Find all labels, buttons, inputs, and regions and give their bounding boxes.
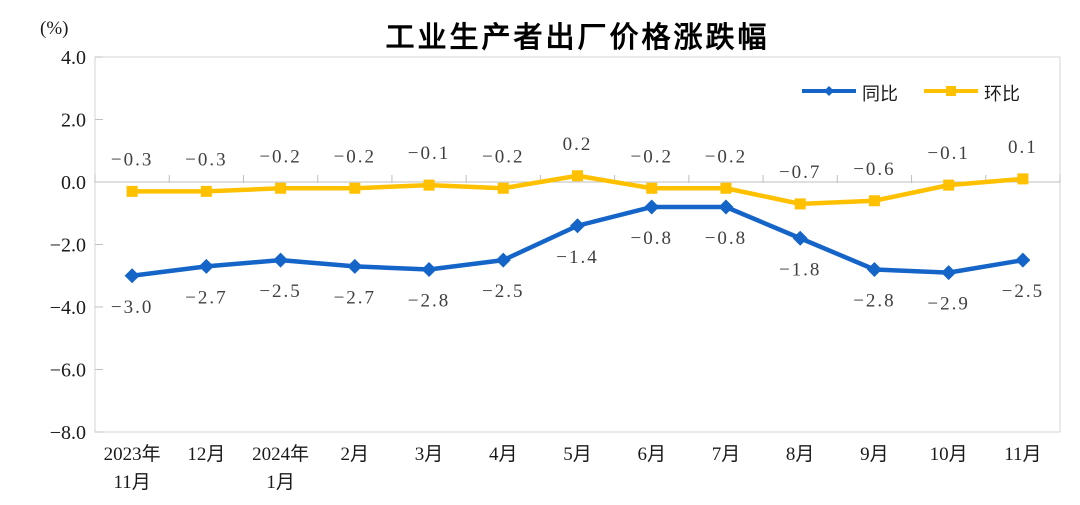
x-tick-label: 6月 [637, 444, 666, 465]
yoy-marker [421, 262, 437, 277]
mom-marker [943, 179, 955, 191]
yoy-swatch-marker [824, 85, 834, 96]
yoy-marker [718, 199, 734, 215]
yoy-marker [495, 252, 511, 268]
data-labels-mom: −0.3 −0.3 −0.2 −0.2 −0.1 −0.2 0.2 −0.2 −0.2 −0.7 −… [111, 134, 1038, 183]
y-tick-label: 0.0 [61, 172, 86, 194]
series-yoy [124, 199, 1031, 284]
x-tick-label: 2月 [341, 444, 370, 465]
mom-data-label: −0.2 [259, 146, 301, 167]
mom-swatch-graphic [924, 85, 978, 96]
mom-data-label: −0.6 [853, 159, 895, 180]
legend: 同比 环比 [802, 80, 1020, 106]
x-tick-label: 12月 [187, 444, 225, 465]
data-labels-yoy: −3.0 −2.7 −2.5 −2.7 −2.8 −2.5 −1.4 −0.8 −0.8 −1.8… [111, 228, 1044, 318]
yoy-data-label: −2.5 [1002, 281, 1044, 302]
mom-data-label: −0.2 [705, 146, 747, 167]
mom-marker [794, 198, 806, 210]
mom-data-label: 0.1 [1008, 137, 1038, 158]
mom-data-label: −0.1 [927, 143, 969, 164]
mom-marker [349, 182, 361, 194]
legend-item-mom: 环比 [924, 80, 1020, 106]
mom-marker [1017, 173, 1029, 185]
yoy-data-label: −2.8 [408, 291, 450, 312]
mom-data-label: −0.3 [185, 149, 227, 170]
yoy-marker [570, 218, 585, 234]
x-tick-label: 10月 [930, 444, 968, 465]
mom-marker [720, 182, 732, 194]
x-tick-label: 4月 [489, 444, 518, 465]
x-tick-label: 3月 [415, 444, 444, 465]
y-tick-label: −8.0 [50, 422, 86, 444]
x-axis: 2023年 11月 12月 2024年 1月 2月 3月 4月 5月 6月 7月 8月 9月 10月 11月 [94, 175, 1061, 493]
yoy-marker [347, 258, 363, 274]
legend-label-yoy: 同比 [862, 84, 898, 104]
y-tick-label: 4.0 [61, 47, 86, 69]
mom-data-label: −0.2 [334, 146, 376, 167]
yoy-marker [644, 199, 660, 215]
legend-item-yoy: 同比 [802, 80, 898, 106]
mom-marker [200, 185, 212, 197]
yoy-line-swatch [802, 83, 856, 104]
x-tick-label: 11月 [113, 472, 150, 493]
yoy-data-label: −0.8 [705, 228, 747, 249]
mom-line-swatch [924, 83, 978, 104]
yoy-marker [792, 230, 808, 246]
mom-marker [497, 182, 509, 194]
y-tick-label: −6.0 [50, 360, 86, 382]
mom-data-label: 0.2 [563, 134, 593, 155]
mom-marker [646, 182, 658, 194]
x-tick-label: 1月 [266, 472, 295, 493]
yoy-data-label: −2.7 [185, 287, 227, 308]
yoy-data-label: −3.0 [111, 297, 153, 318]
mom-marker [868, 195, 880, 207]
mom-marker [126, 185, 138, 197]
yoy-data-label: −1.8 [779, 259, 821, 280]
yoy-marker [273, 252, 289, 268]
x-tick-label: 7月 [712, 444, 741, 465]
x-tick-label: 2023年 [104, 443, 161, 465]
x-tick-label: 11月 [1004, 444, 1041, 465]
x-tick-label: 8月 [786, 444, 815, 465]
y-tick-label: 2.0 [61, 110, 86, 132]
yoy-data-label: −0.8 [630, 228, 672, 249]
mom-marker [423, 179, 435, 191]
y-tick-label: −4.0 [50, 297, 86, 319]
yoy-marker [124, 268, 140, 284]
x-tick-label: 9月 [860, 444, 889, 465]
mom-data-label: −0.2 [482, 146, 524, 167]
legend-label-mom: 环比 [984, 84, 1020, 104]
yoy-swatch-graphic [802, 85, 856, 96]
yoy-marker [198, 258, 214, 274]
yoy-marker [866, 262, 882, 277]
yoy-data-label: −2.9 [927, 294, 969, 315]
mom-data-label: −0.7 [779, 162, 821, 183]
y-tick-label: −2.0 [50, 235, 86, 257]
mom-data-label: −0.3 [111, 149, 153, 170]
chart-title: 工业生产者出厂价格涨跌幅 [385, 22, 770, 54]
y-axis: 4.0 2.0 0.0 −2.0 −4.0 −6.0 −8.0 [50, 47, 103, 444]
mom-data-label: −0.1 [408, 143, 450, 164]
mom-data-label: −0.2 [630, 146, 672, 167]
x-tick-label: 5月 [563, 444, 592, 465]
plot-border [94, 56, 1061, 433]
mom-marker [275, 182, 287, 194]
series-mom [126, 170, 1029, 210]
yoy-marker [941, 265, 957, 281]
yoy-marker [1015, 252, 1031, 268]
x-tick-label: 2024年 [252, 443, 309, 465]
y-axis-unit-label: (%) [40, 18, 69, 39]
mom-swatch-marker [946, 85, 956, 96]
yoy-data-label: −2.5 [482, 281, 524, 302]
yoy-data-label: −1.4 [556, 247, 598, 268]
yoy-data-label: −2.7 [334, 287, 376, 308]
yoy-data-label: −2.5 [259, 281, 301, 302]
yoy-data-label: −2.8 [853, 291, 895, 312]
mom-marker [572, 170, 583, 182]
